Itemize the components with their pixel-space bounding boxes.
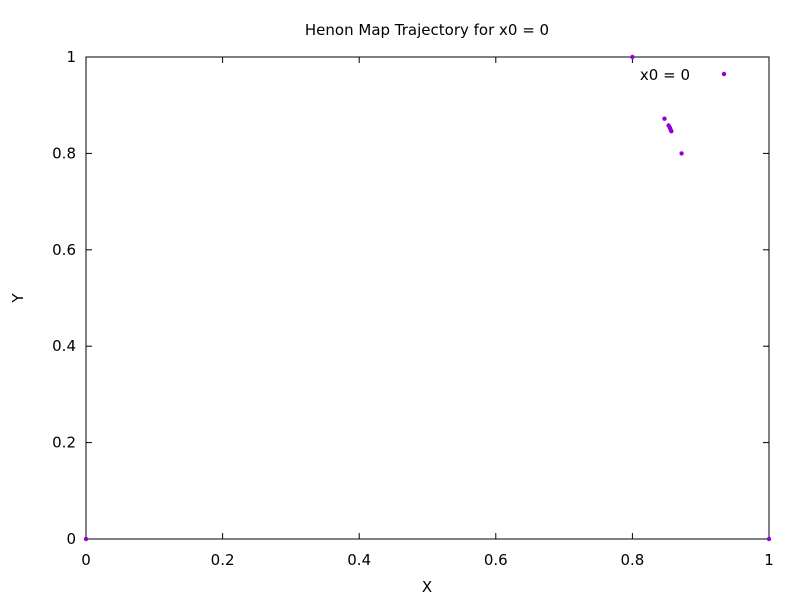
y-tick-label: 0 [66, 530, 76, 548]
x-tick-label: 1 [764, 551, 774, 569]
x-tick-label: 0.4 [347, 551, 371, 569]
legend: x0 = 0 [640, 66, 727, 84]
plot-frame [85, 56, 770, 540]
y-axis: 0 0.2 0.4 0.6 0.8 1 [52, 48, 769, 548]
y-tick-label: 0.8 [52, 144, 76, 162]
y-tick-label: 0.6 [52, 241, 76, 259]
data-point [662, 116, 667, 121]
y-axis-label: Y [9, 293, 27, 304]
x-tick-label: 0.8 [620, 551, 644, 569]
data-point [679, 151, 684, 156]
x-tick-label: 0.2 [211, 551, 235, 569]
y-tick-label: 0.2 [52, 434, 76, 452]
legend-marker [721, 71, 727, 77]
data-point [766, 536, 772, 542]
data-points [83, 54, 772, 542]
x-tick-label: 0.6 [484, 551, 508, 569]
x-tick-label: 0 [81, 551, 91, 569]
data-point [669, 129, 674, 134]
data-point [83, 536, 89, 542]
x-axis: 0 0.2 0.4 0.6 0.8 1 [81, 57, 774, 569]
y-tick-label: 0.4 [52, 337, 76, 355]
data-point [630, 54, 635, 60]
chart-title: Henon Map Trajectory for x0 = 0 [305, 21, 549, 39]
legend-label: x0 = 0 [640, 66, 690, 84]
y-tick-label: 1 [66, 48, 76, 66]
x-axis-label: X [422, 578, 432, 596]
